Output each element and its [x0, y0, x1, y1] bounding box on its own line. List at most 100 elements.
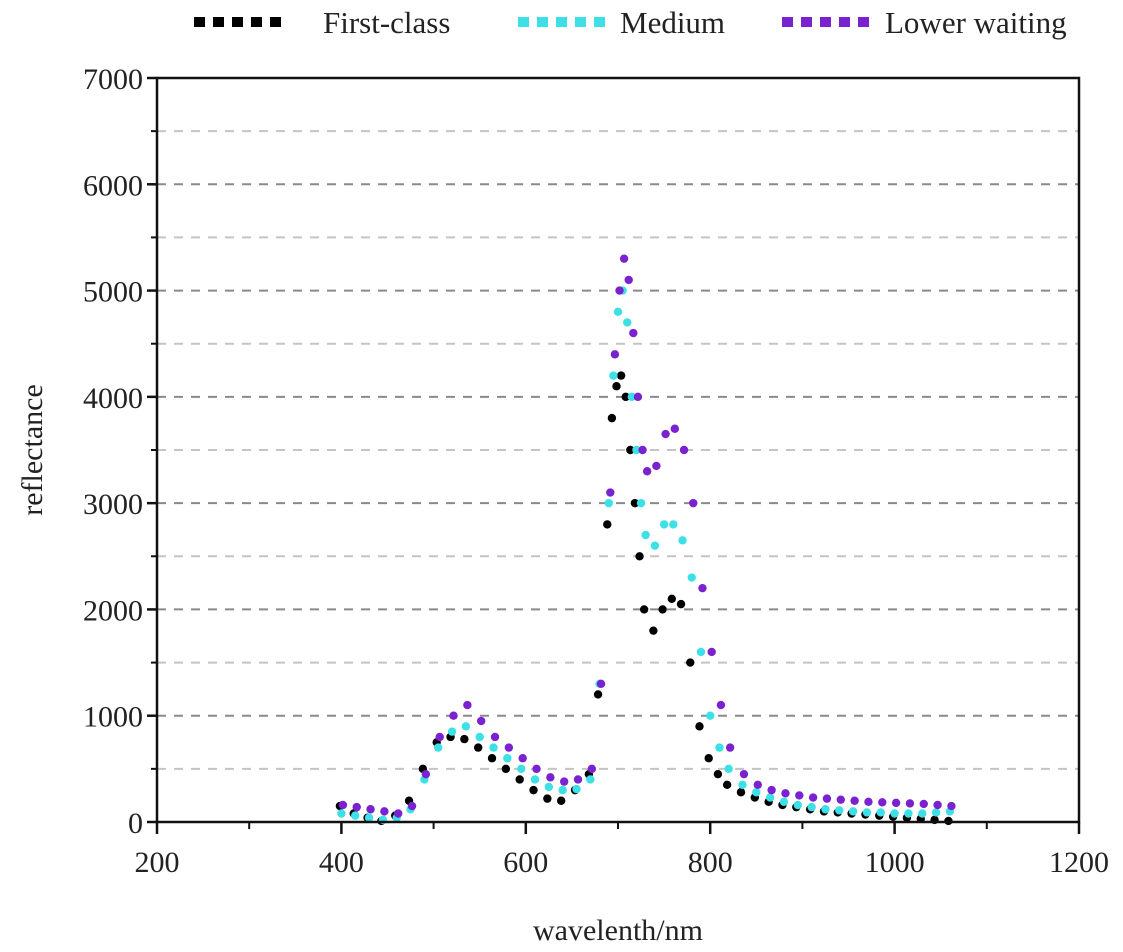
data-point	[638, 445, 647, 455]
x-tick-label: 1000	[865, 846, 925, 879]
data-point	[716, 700, 726, 710]
data-point	[559, 777, 569, 786]
data-point	[593, 690, 603, 699]
data-point	[587, 764, 597, 774]
y-tick-label: 1000	[83, 701, 143, 734]
y-tick-label: 7000	[83, 63, 143, 96]
data-point	[752, 788, 761, 797]
legend-swatch-icon	[839, 17, 850, 27]
data-point	[337, 809, 346, 818]
legend-swatch-icon	[594, 17, 605, 27]
data-point	[613, 307, 623, 317]
data-point	[447, 727, 457, 736]
y-tick-label: 5000	[83, 276, 143, 309]
data-point	[394, 809, 403, 818]
data-point	[767, 785, 776, 795]
data-point	[807, 802, 816, 812]
data-point	[753, 780, 762, 789]
data-point	[639, 605, 649, 614]
data-point	[636, 498, 646, 508]
data-point	[475, 732, 484, 742]
legend-label: Medium	[620, 5, 725, 40]
data-point	[461, 722, 471, 731]
data-point	[487, 754, 497, 763]
data-point	[905, 799, 915, 808]
data-point	[947, 801, 956, 811]
data-point	[627, 392, 637, 402]
data-point	[918, 809, 927, 818]
data-point	[407, 801, 417, 811]
data-point	[722, 780, 732, 789]
legend-label: Lower waiting	[885, 5, 1067, 40]
data-point	[793, 800, 802, 810]
data-point	[474, 743, 483, 752]
data-point	[738, 780, 747, 789]
data-point	[724, 764, 733, 774]
data-point	[667, 594, 677, 603]
data-point	[848, 807, 858, 816]
data-point	[676, 599, 686, 609]
data-point	[532, 764, 541, 774]
x-tick-label: 200	[135, 846, 180, 879]
legend-item-lower-waiting: Lower waiting	[782, 5, 1067, 40]
legend: First-class Medium Lower waiting	[194, 5, 1067, 40]
data-point	[630, 498, 640, 508]
data-point	[649, 626, 658, 635]
data-point	[530, 775, 540, 784]
data-point	[573, 775, 583, 784]
series-medium	[337, 286, 955, 825]
data-point	[652, 461, 661, 471]
data-point	[689, 498, 698, 508]
x-tick-label: 1200	[1049, 846, 1109, 879]
data-point	[610, 350, 620, 359]
data-point	[821, 805, 830, 814]
data-point	[477, 716, 486, 726]
data-point	[890, 809, 899, 818]
data-point	[364, 813, 374, 822]
data-point	[516, 764, 526, 774]
data-point	[607, 413, 617, 423]
series-lower-waiting	[338, 254, 956, 818]
data-point	[904, 809, 913, 818]
legend-swatch-icon	[575, 17, 586, 27]
data-point	[460, 734, 469, 744]
data-point	[629, 328, 638, 338]
data-point	[781, 789, 790, 798]
data-point	[612, 382, 621, 391]
legend-swatch-icon	[213, 17, 224, 27]
data-series	[335, 254, 956, 826]
legend-swatch-icon	[782, 17, 793, 27]
legend-swatch-icon	[194, 17, 205, 27]
y-tick-label: 0	[128, 807, 143, 840]
x-axis-title: wavelenth/nm	[533, 914, 703, 947]
y-tick-label: 3000	[83, 488, 143, 521]
data-point	[380, 807, 389, 816]
data-point	[707, 647, 716, 657]
data-point	[615, 286, 624, 295]
data-point	[696, 647, 706, 657]
data-point	[779, 797, 789, 807]
y-tick-label: 4000	[83, 382, 143, 415]
data-point	[606, 488, 615, 497]
data-point	[931, 808, 941, 817]
gridlines	[157, 130, 1079, 770]
data-point	[836, 795, 845, 804]
data-point	[658, 605, 667, 614]
data-point	[338, 800, 348, 810]
data-point	[736, 788, 746, 797]
data-point	[661, 429, 670, 439]
y-tick-label: 6000	[83, 169, 143, 202]
data-point	[687, 573, 696, 582]
y-tick-label: 2000	[83, 594, 143, 627]
data-point	[501, 764, 511, 774]
data-point	[489, 743, 498, 752]
data-point	[642, 467, 652, 476]
data-point	[891, 798, 901, 808]
data-point	[543, 794, 552, 803]
data-point	[795, 791, 804, 800]
data-point	[698, 583, 707, 593]
data-point	[624, 275, 633, 285]
data-point	[635, 552, 644, 561]
data-point	[529, 785, 538, 795]
